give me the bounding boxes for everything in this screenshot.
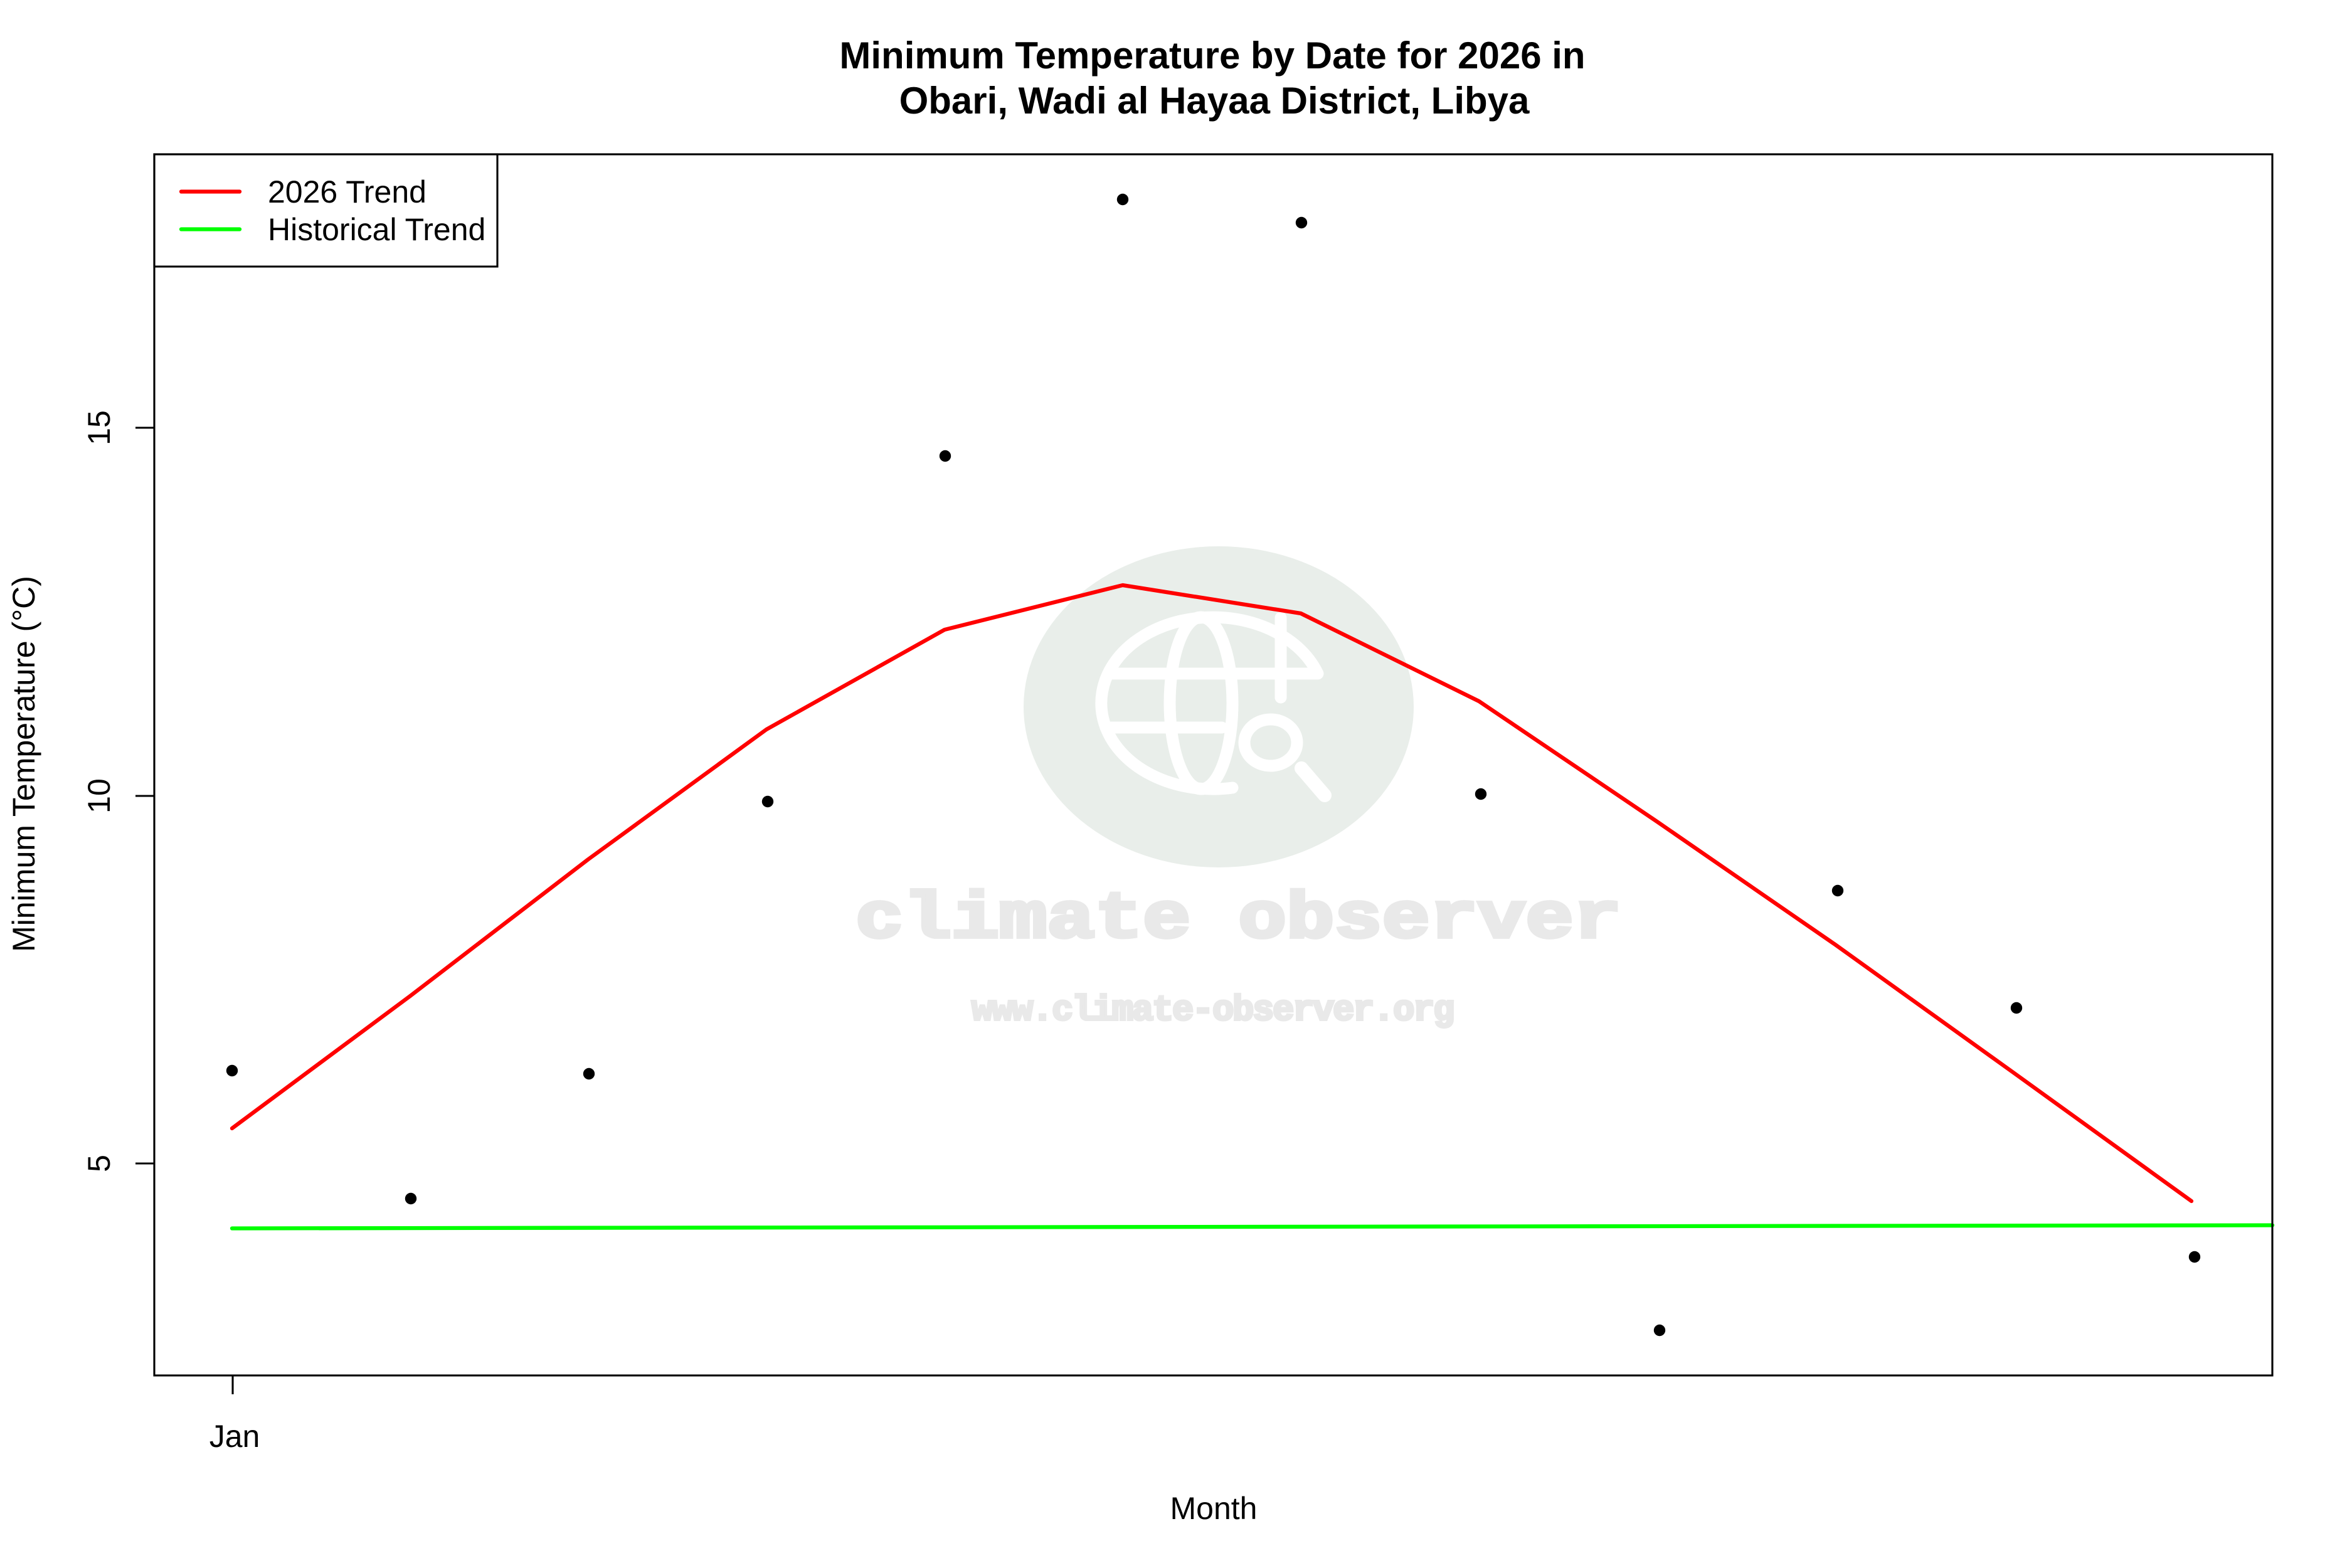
svg-text:2026 Trend: 2026 Trend [268,174,426,209]
svg-text:www.climate-observer.org: www.climate-observer.org [972,991,1453,1031]
svg-text:10: 10 [82,778,117,813]
svg-text:climate observer: climate observer [856,882,1621,956]
svg-text:Minimum Temperature by Date fo: Minimum Temperature by Date for 2026 in [839,34,1585,77]
svg-text:Jan: Jan [209,1419,260,1454]
svg-text:Historical Trend: Historical Trend [268,212,485,247]
svg-text:Minimum Temperature (°C): Minimum Temperature (°C) [6,576,41,952]
svg-text:Month: Month [1170,1491,1258,1526]
svg-text:5: 5 [82,1155,117,1172]
svg-text:15: 15 [82,410,117,445]
svg-text:Obari, Wadi al Hayaa District,: Obari, Wadi al Hayaa District, Libya [899,80,1530,122]
